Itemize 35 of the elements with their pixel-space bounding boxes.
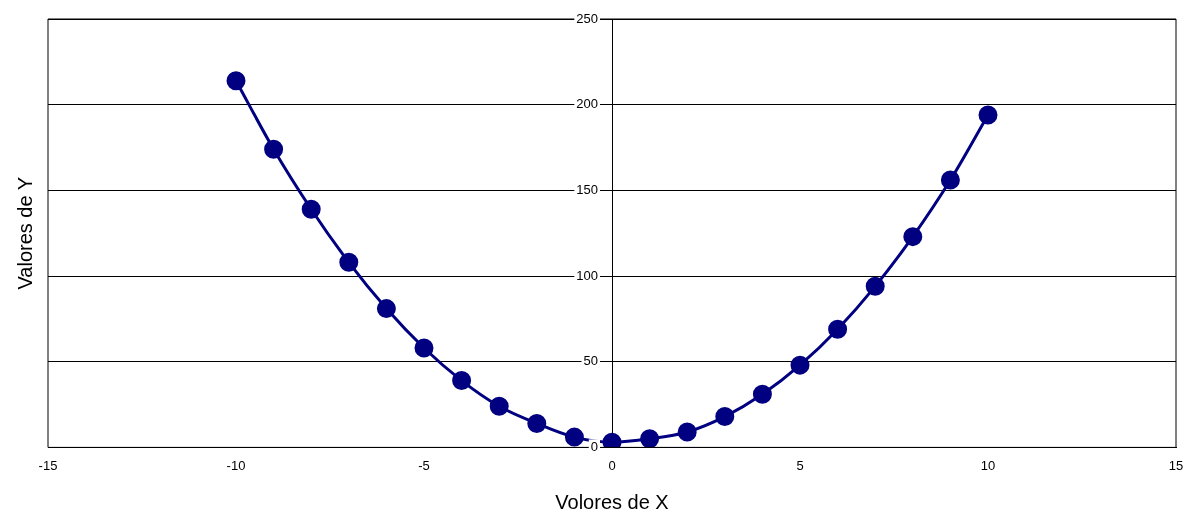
- point: [226, 71, 246, 91]
- point: [264, 139, 284, 159]
- y-tick-label: 200: [576, 96, 598, 112]
- point: [339, 252, 359, 272]
- y-tick-label: 250: [576, 10, 598, 26]
- point: [376, 299, 396, 319]
- point: [527, 413, 547, 433]
- point: [978, 105, 998, 125]
- point: [903, 227, 923, 247]
- point: [301, 199, 321, 219]
- x-axis-title: Volores de X: [555, 491, 669, 513]
- x-tick-label: 15: [1168, 457, 1184, 473]
- point: [452, 371, 472, 391]
- point: [715, 407, 735, 427]
- x-tick-label: -15: [38, 457, 58, 473]
- x-tick-label: 5: [796, 457, 804, 473]
- point: [790, 355, 810, 375]
- x-tick-label: -10: [226, 457, 246, 473]
- y-tick-label: 50: [583, 353, 598, 369]
- point: [640, 429, 660, 448]
- point: [828, 319, 848, 339]
- x-tick-label: -5: [418, 457, 430, 473]
- x-tick-label: 0: [608, 457, 616, 473]
- x-tick-label: 10: [980, 457, 996, 473]
- y-tick-label: 100: [576, 267, 598, 283]
- y-tick-label: 150: [576, 181, 598, 197]
- point: [940, 170, 960, 190]
- point: [414, 338, 434, 358]
- point: [677, 422, 697, 442]
- point: [865, 276, 885, 296]
- y-axis-title: Valores de Y: [14, 176, 36, 290]
- point: [564, 427, 584, 447]
- y-tick-label: 0: [590, 438, 598, 454]
- point: [489, 396, 509, 416]
- point: [752, 384, 772, 404]
